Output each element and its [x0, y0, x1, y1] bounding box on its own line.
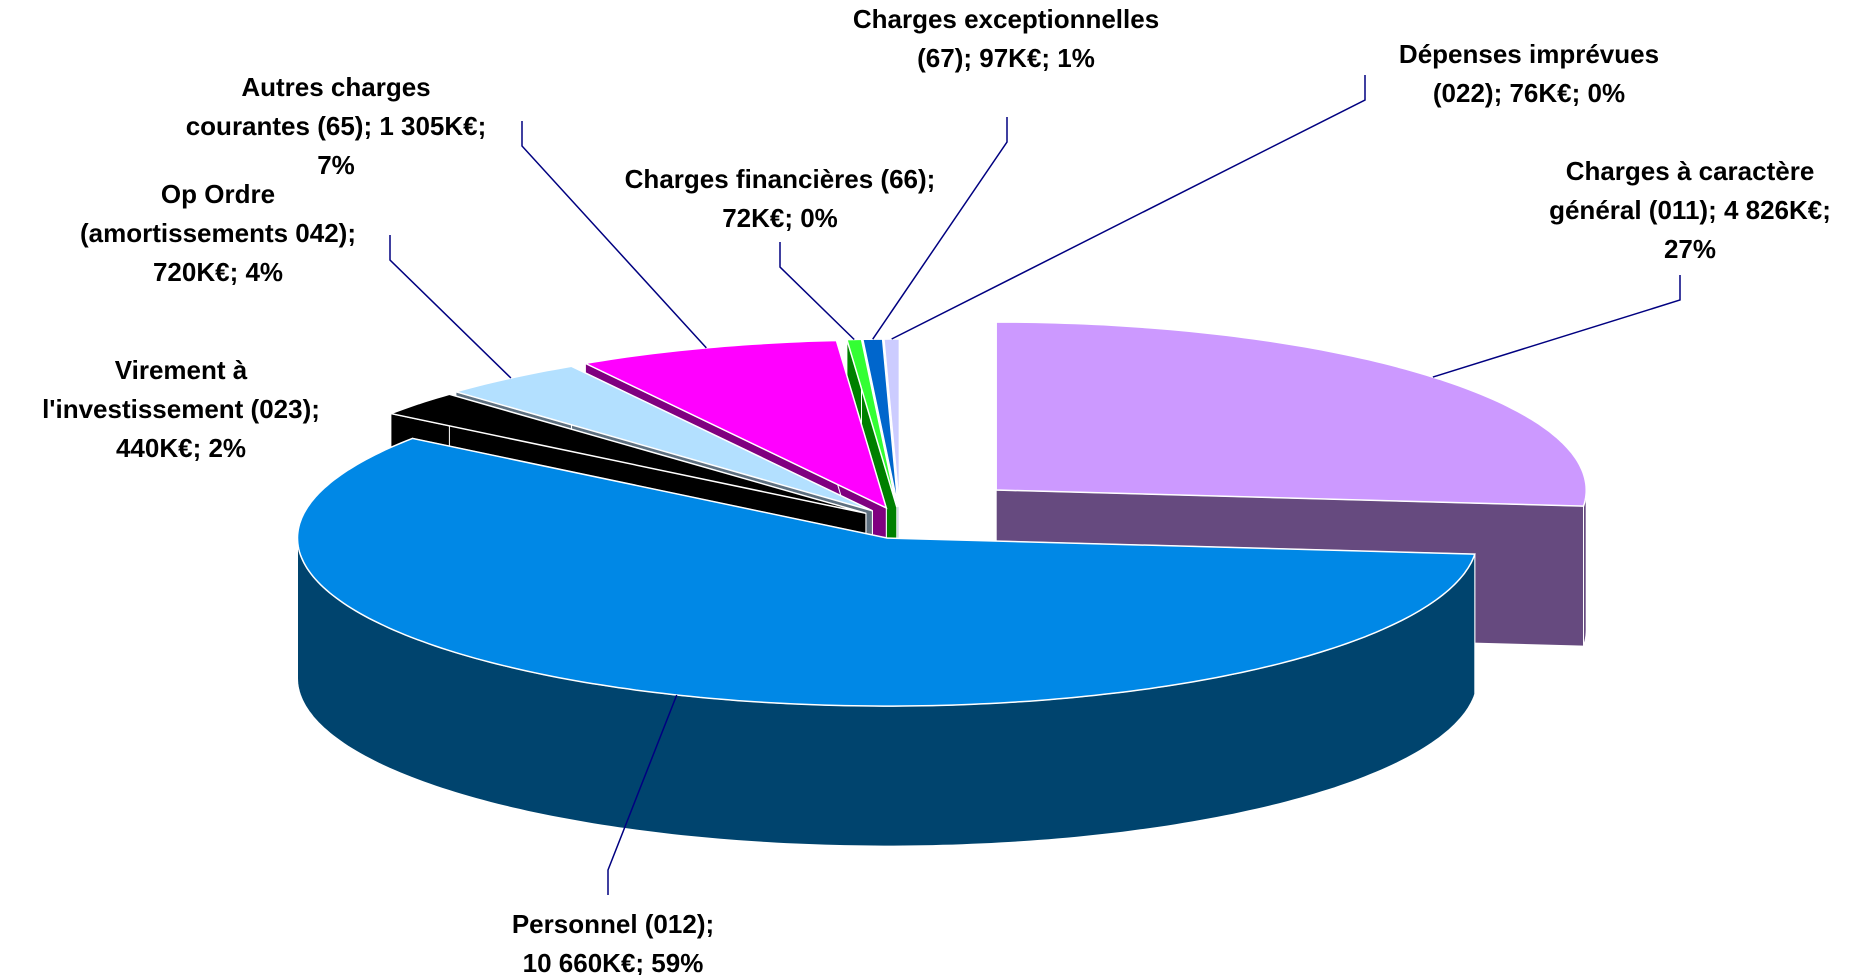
data-label: Personnel (012); [512, 909, 714, 939]
data-label: (67); 97K€; 1% [917, 43, 1095, 73]
leader-line [1432, 275, 1681, 378]
data-label: 720K€; 4% [153, 257, 283, 287]
slice [845, 338, 898, 508]
leader-line [389, 235, 512, 379]
slice [582, 339, 888, 510]
data-label: Charges exceptionnelles [853, 4, 1159, 34]
data-label: 7% [317, 150, 355, 180]
leader-line [891, 75, 1366, 340]
leader-line [607, 694, 678, 895]
data-label: Charges financières (66); [625, 164, 936, 194]
slice-side [1583, 489, 1587, 647]
data-label: (amortissements 042); [80, 218, 356, 248]
data-label: 440K€; 2% [116, 433, 246, 463]
data-label: 72K€; 0% [722, 203, 838, 233]
leader-line [872, 117, 1008, 340]
slice [453, 365, 873, 512]
leader-line [521, 121, 707, 349]
data-label: Virement à [115, 355, 248, 385]
data-label: l'investissement (023); [42, 394, 320, 424]
leader-line [779, 242, 855, 341]
data-label: 10 660K€; 59% [523, 948, 704, 975]
data-label: 27% [1664, 234, 1716, 264]
data-label: Op Ordre [161, 179, 275, 209]
data-label: (022); 76K€; 0% [1433, 78, 1625, 108]
slice [388, 393, 867, 515]
data-label: Dépenses imprévues [1399, 39, 1659, 69]
data-label: courantes (65); 1 305K€; [186, 111, 487, 141]
slice [995, 321, 1587, 507]
data-label: général (011); 4 826K€; [1549, 195, 1831, 225]
data-label: Charges à caractère [1566, 156, 1815, 186]
data-label: Autres charges [241, 72, 430, 102]
